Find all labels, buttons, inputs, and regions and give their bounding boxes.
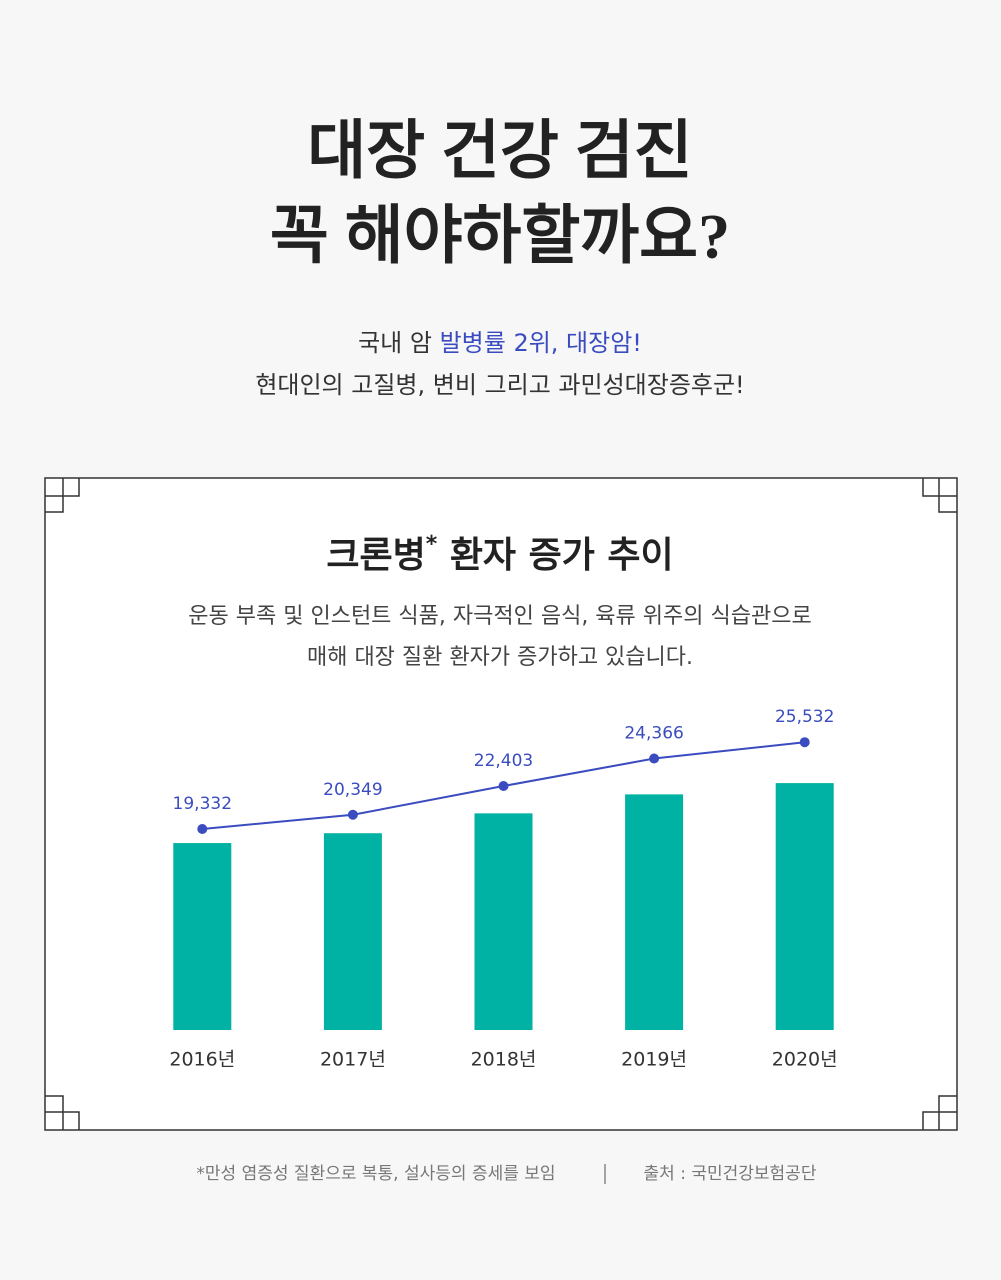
bar xyxy=(173,843,232,1030)
chart-title: 크론병* 환자 증가 추이 xyxy=(326,532,673,576)
bar xyxy=(775,783,834,1030)
trend-point xyxy=(799,737,810,748)
chart-description: 운동 부족 및 인스턴트 식품, 자극적인 음식, 육류 위주의 식습관으로 xyxy=(188,604,811,629)
source: 출처 : 국민건강보험공단 xyxy=(644,1164,817,1184)
value-label: 20,349 xyxy=(323,780,382,800)
trend-point xyxy=(347,809,358,820)
chart-title-asterisk: * xyxy=(426,532,438,557)
value-label: 25,532 xyxy=(775,707,834,727)
x-tick-label: 2019년 xyxy=(621,1049,687,1071)
trend-point xyxy=(649,753,660,764)
chart-title-text: 환자 증가 추이 xyxy=(437,535,673,576)
footnote: *만성 염증성 질환으로 복통, 설사등의 증세를 보임 xyxy=(196,1164,555,1184)
title-line: 대장 건강 검진 xyxy=(307,116,692,187)
corner-decoration xyxy=(45,478,957,1130)
bar xyxy=(323,833,382,1030)
chart-title-text: 크론병 xyxy=(326,535,425,576)
value-label: 22,403 xyxy=(474,751,533,771)
subtitle-text: 국내 암 xyxy=(358,329,440,357)
x-tick-label: 2020년 xyxy=(772,1049,838,1071)
trend-point xyxy=(197,824,208,834)
title-line: 꼭 해야하할까요? xyxy=(270,201,730,272)
trend-point xyxy=(498,781,509,792)
bar xyxy=(625,794,684,1030)
bar xyxy=(474,813,533,1030)
subtitle-highlight: 발병률 2위, 대장암! xyxy=(440,329,642,357)
value-label: 19,332 xyxy=(173,794,232,814)
subtitle: 국내 암 발병률 2위, 대장암! xyxy=(358,329,642,357)
chart-description: 매해 대장 질환 환자가 증가하고 있습니다. xyxy=(307,645,693,670)
value-label: 24,366 xyxy=(624,724,683,744)
x-tick-label: 2016년 xyxy=(169,1049,235,1071)
x-tick-label: 2017년 xyxy=(320,1049,386,1071)
subtitle: 현대인의 고질병, 변비 그리고 과민성대장증후군! xyxy=(255,371,744,399)
x-tick-label: 2018년 xyxy=(471,1049,537,1071)
